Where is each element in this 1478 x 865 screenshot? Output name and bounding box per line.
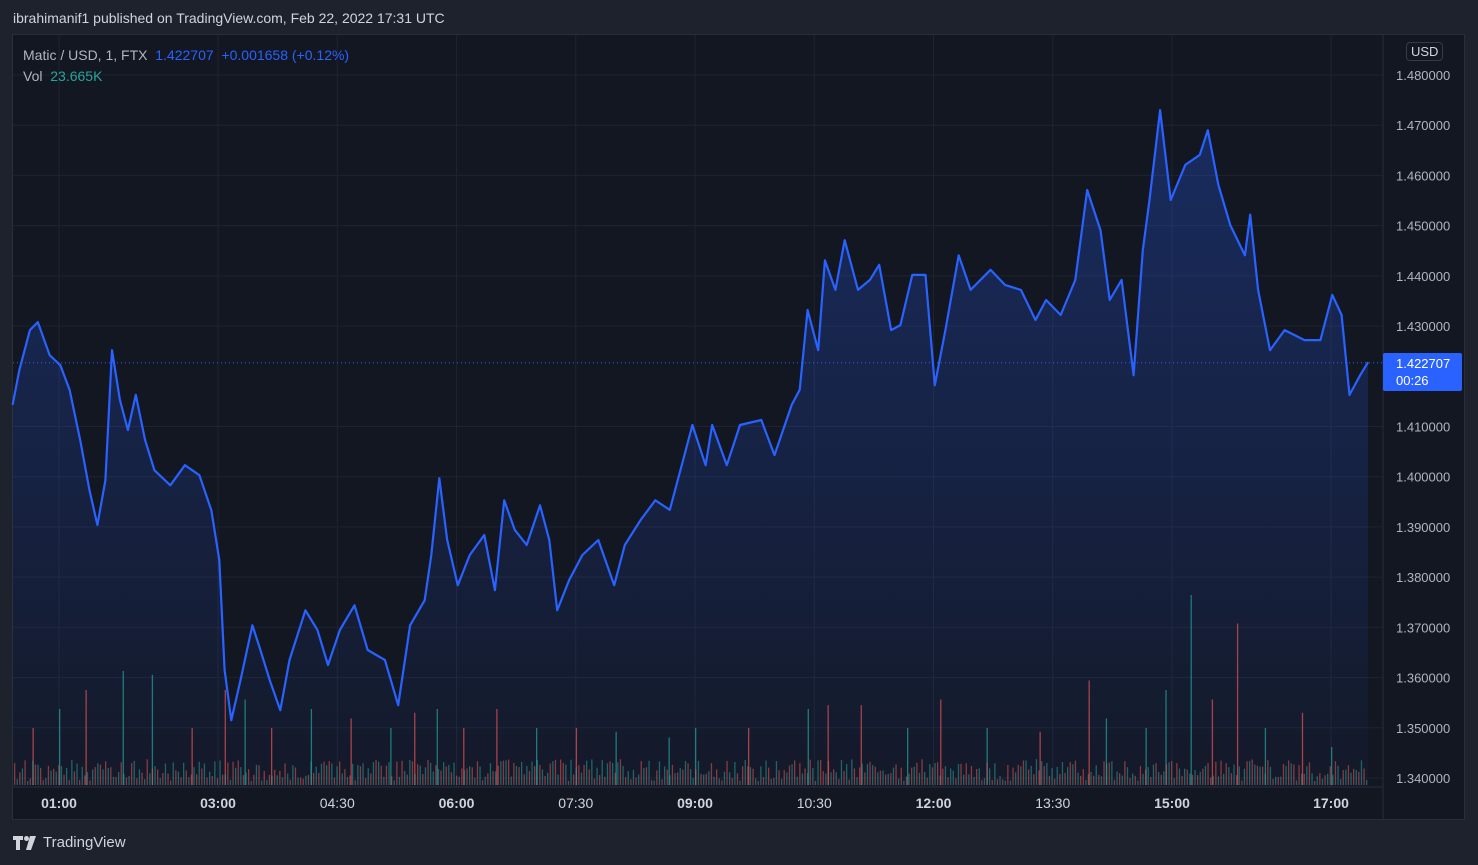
vol-label: Vol <box>23 68 43 84</box>
price-line <box>11 109 1370 722</box>
x-tick-label: 03:00 <box>200 795 236 811</box>
y-tick-label: 1.380000 <box>1396 570 1450 585</box>
x-tick-label: 12:00 <box>916 795 952 811</box>
x-tick-label: 15:00 <box>1154 795 1190 811</box>
legend-change: +0.001658 (+0.12%) <box>221 47 350 63</box>
x-tick-label: 13:30 <box>1035 795 1070 811</box>
bar-countdown: 00:26 <box>1396 373 1429 388</box>
y-tick-label: 1.350000 <box>1396 721 1450 736</box>
last-price: 1.422707 <box>1396 356 1451 371</box>
y-tick-label: 1.430000 <box>1396 319 1450 334</box>
symbol-label: Matic / USD, 1, FTX <box>23 47 148 63</box>
y-tick-label: 1.480000 <box>1396 68 1450 83</box>
x-tick-label: 06:00 <box>439 795 475 811</box>
tradingview-logo-icon <box>13 835 36 850</box>
x-tick-label: 09:00 <box>677 795 713 811</box>
tradingview-brand[interactable]: TradingView <box>13 834 126 851</box>
x-tick-label: 10:30 <box>797 795 832 811</box>
y-tick-label: 1.400000 <box>1396 470 1450 485</box>
x-tick-label: 01:00 <box>41 795 77 811</box>
y-tick-label: 1.370000 <box>1396 620 1450 635</box>
publish-caption: ibrahimanif1 published on TradingView.co… <box>13 10 445 26</box>
y-tick-label: 1.390000 <box>1396 520 1450 535</box>
currency-button[interactable]: USD <box>1406 42 1444 61</box>
x-tick-label: 04:30 <box>320 795 355 811</box>
vol-value: 23.665K <box>50 68 103 84</box>
legend-price: 1.422707 <box>155 47 214 63</box>
y-tick-label: 1.360000 <box>1396 671 1450 686</box>
y-tick-label: 1.470000 <box>1396 118 1450 133</box>
y-tick-label: 1.340000 <box>1396 771 1450 786</box>
y-tick-label: 1.440000 <box>1396 269 1450 284</box>
y-tick-label: 1.410000 <box>1396 420 1450 435</box>
price-area-fill <box>12 110 1369 788</box>
y-tick-label: 1.450000 <box>1396 219 1450 234</box>
x-tick-label: 07:30 <box>558 795 593 811</box>
chart-legend: Matic / USD, 1, FTX 1.422707 +0.001658 (… <box>23 45 349 87</box>
x-tick-label: 17:00 <box>1313 795 1349 811</box>
last-price-label: 1.422707 00:26 <box>1383 353 1462 391</box>
brand-name: TradingView <box>43 834 126 851</box>
y-tick-label: 1.460000 <box>1396 168 1450 183</box>
